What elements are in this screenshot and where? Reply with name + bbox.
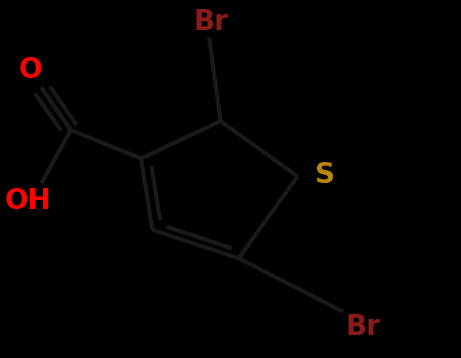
Text: Br: Br <box>194 8 229 36</box>
Text: OH: OH <box>4 187 51 215</box>
Text: O: O <box>18 56 41 84</box>
Text: Br: Br <box>345 314 380 342</box>
Text: S: S <box>315 161 335 189</box>
